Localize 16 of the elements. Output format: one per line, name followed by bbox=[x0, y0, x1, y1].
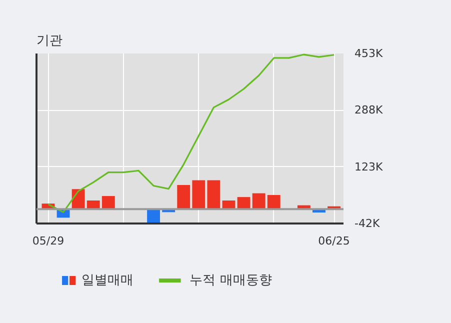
bar bbox=[102, 196, 115, 210]
y-tick-label: 288K bbox=[354, 104, 384, 117]
x-tick-label: 06/25 bbox=[318, 234, 350, 248]
bar bbox=[177, 185, 190, 210]
bar bbox=[267, 194, 280, 210]
y-tick-label: 453K bbox=[354, 47, 384, 60]
bar bbox=[207, 180, 220, 210]
x-tick-label: 05/29 bbox=[32, 234, 64, 248]
legend-label: 일별매매 bbox=[81, 273, 134, 288]
bar bbox=[192, 180, 206, 210]
line-series bbox=[47, 54, 335, 213]
legend-label: 누적 매매동향 bbox=[190, 273, 272, 288]
chart-title: 기관 bbox=[36, 34, 62, 48]
y-tick-label: -42K bbox=[354, 217, 380, 230]
y-tick-label: 123K bbox=[354, 160, 384, 174]
bar bbox=[252, 193, 266, 210]
